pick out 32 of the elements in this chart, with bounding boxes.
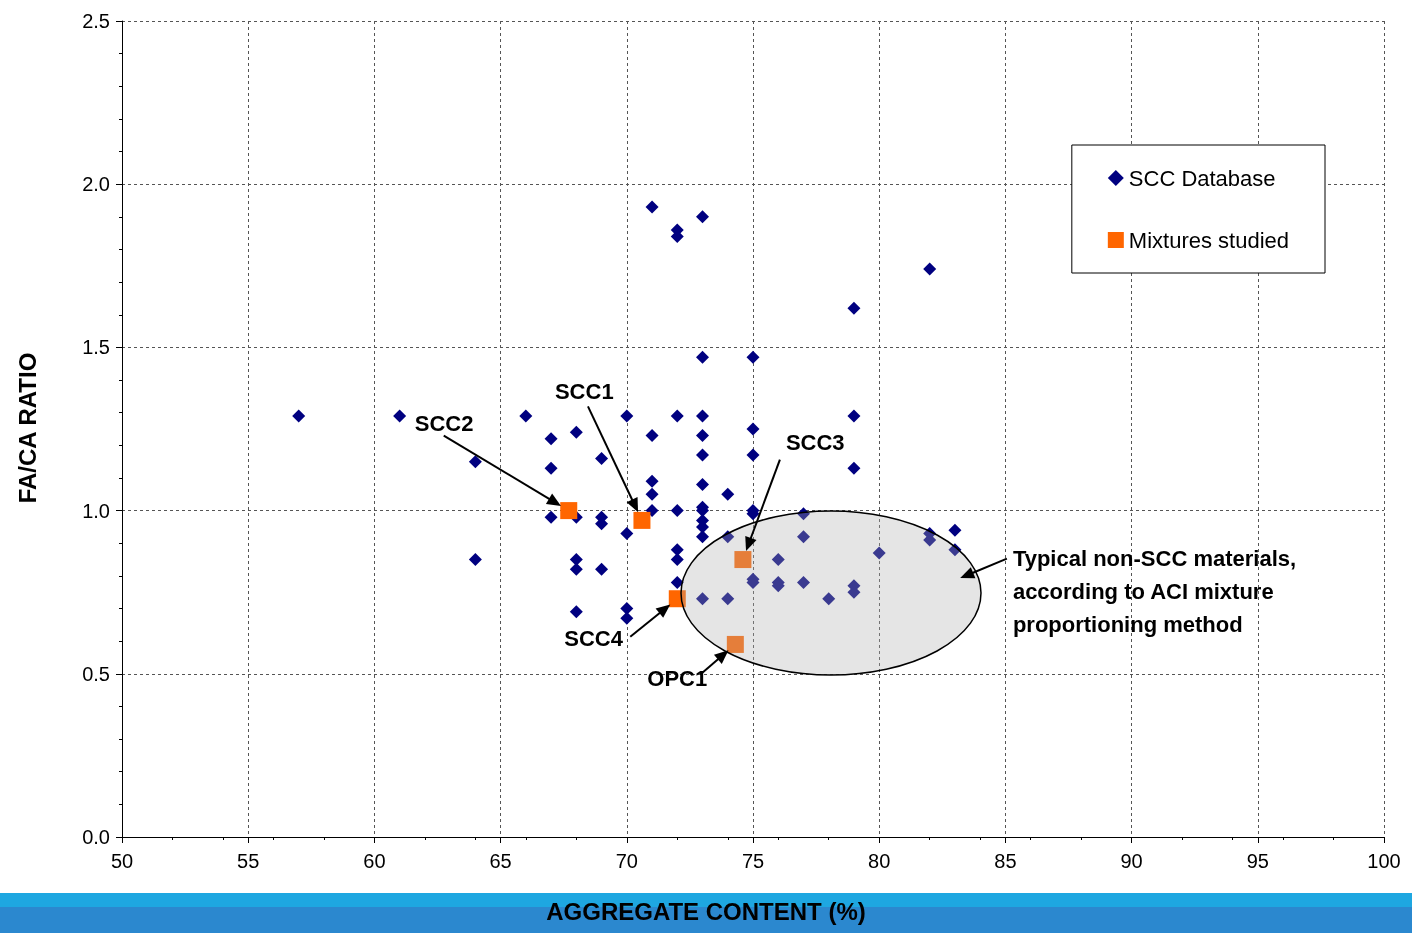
x-tick-label: 55: [237, 850, 260, 872]
y-tick-label: 2.0: [82, 173, 110, 196]
y-axis-title: FA/CA RATIO: [14, 352, 42, 504]
y-tick-label: 1.0: [82, 499, 110, 522]
annotation: SCC4: [564, 624, 623, 653]
x-tick-label: 90: [1120, 850, 1143, 872]
point: [633, 511, 651, 529]
x-tick-label: 50: [110, 850, 134, 872]
annotation: OPC1: [647, 665, 708, 694]
annotation: SCC3: [785, 428, 845, 457]
annotation: SCC1: [554, 378, 614, 407]
x-tick-label: 65: [489, 850, 512, 872]
annotation: Typical non-SCC materials, according to ACI mixture proportioning method: [1012, 544, 1298, 639]
y-tick-label: 0.0: [82, 826, 110, 848]
point: [734, 551, 752, 569]
x-tick-label: 60: [363, 850, 386, 872]
legend-label: Mixtures studied: [1128, 227, 1290, 253]
x-tick-label: 75: [741, 850, 765, 872]
x-axis-title: AGGREGATE CONTENT (%): [545, 898, 867, 926]
point: [560, 502, 578, 520]
x-tick-label: 85: [994, 850, 1017, 872]
point: [726, 635, 744, 653]
x-tick-label: 100: [1367, 850, 1401, 872]
y-tick-label: 2.5: [82, 10, 110, 32]
y-tick-label: 0.5: [82, 662, 110, 685]
point: [668, 590, 686, 608]
x-tick-label: 80: [868, 850, 891, 872]
legend-label: SCC Database: [1128, 165, 1276, 191]
x-tick-label: 95: [1246, 850, 1269, 872]
y-tick-label: 1.5: [82, 336, 110, 359]
x-tick-label: 70: [615, 850, 638, 872]
annotation: SCC2: [414, 409, 474, 438]
